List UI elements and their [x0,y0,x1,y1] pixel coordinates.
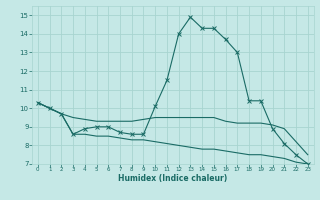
X-axis label: Humidex (Indice chaleur): Humidex (Indice chaleur) [118,174,228,183]
